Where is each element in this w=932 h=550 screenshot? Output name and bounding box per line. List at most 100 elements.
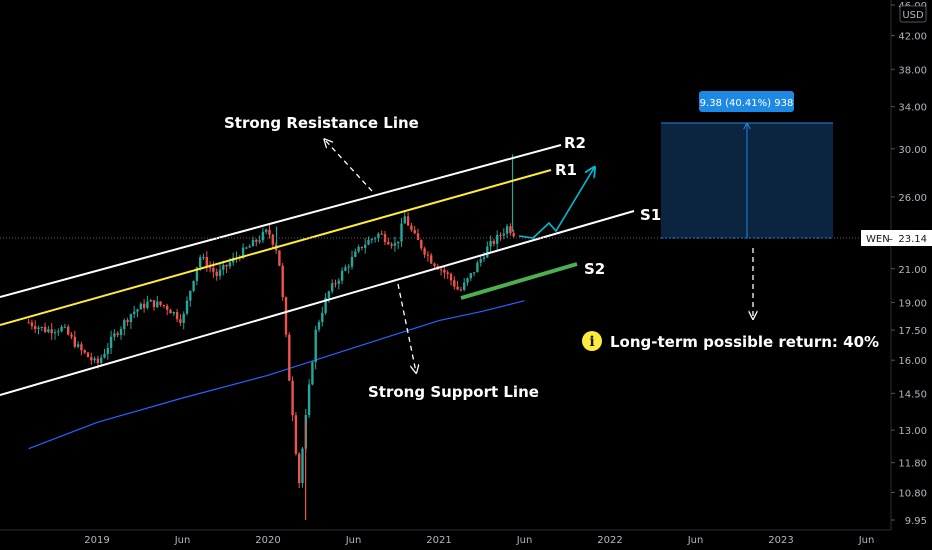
- channel-line-s1[interactable]: [0, 210, 635, 396]
- candle-body: [261, 231, 265, 241]
- candle-body: [370, 239, 373, 241]
- candle-body: [433, 263, 436, 266]
- candle-body: [172, 312, 175, 314]
- candle-body: [420, 240, 423, 249]
- symbol-label: WEN: [866, 234, 890, 245]
- candle-body: [251, 239, 255, 247]
- candle-body: [439, 269, 443, 271]
- candle-body: [126, 320, 129, 323]
- candle-body: [489, 240, 492, 247]
- projection-arrow[interactable]: [518, 168, 594, 239]
- last-price-tag[interactable]: WEN – 23.14: [861, 230, 932, 246]
- time-tick-label: 2023: [768, 535, 793, 546]
- support-annotation[interactable]: Strong Support Line: [368, 383, 539, 401]
- moving-average-line[interactable]: [28, 300, 525, 450]
- candle-body: [482, 257, 486, 259]
- candle-body: [96, 358, 100, 363]
- support-callout-arrow: [397, 283, 416, 372]
- candle-body: [354, 251, 357, 257]
- label-r2[interactable]: R2: [564, 134, 586, 152]
- candle-body: [377, 233, 380, 239]
- candle-body: [337, 280, 340, 284]
- candle-body: [60, 326, 63, 332]
- candle-body: [505, 226, 509, 234]
- candle-body: [63, 326, 67, 328]
- time-tick-label: Jun: [687, 535, 704, 546]
- label-r1[interactable]: R1: [555, 161, 577, 179]
- candlesticks[interactable]: [27, 154, 515, 520]
- candle-body: [496, 234, 499, 244]
- candle-body: [512, 233, 515, 237]
- time-axis[interactable]: 2019 Jun 2020 Jun 2021 Jun 2022 Jun 2023 Jun: [84, 535, 874, 546]
- candle-body: [248, 246, 251, 248]
- candle-body: [37, 327, 40, 329]
- channel-line-r2[interactable]: [0, 144, 562, 298]
- candle-body: [380, 233, 383, 235]
- candle-body: [410, 225, 413, 230]
- candle-body: [50, 329, 53, 334]
- candle-body: [70, 334, 73, 337]
- price-tick-label: 30.00: [898, 145, 927, 156]
- last-price-value: 23.14: [898, 234, 927, 245]
- measure-label-box: [699, 91, 794, 112]
- time-tick-label: 2020: [255, 535, 280, 546]
- candle-body: [152, 300, 156, 308]
- info-note[interactable]: i Long-term possible return: 40%: [582, 331, 879, 351]
- price-tick-label: 38.00: [898, 65, 927, 76]
- candle-body: [347, 266, 350, 268]
- candle-body: [387, 241, 390, 245]
- candle-body: [80, 344, 83, 351]
- candle-body: [469, 273, 472, 279]
- candle-body: [179, 319, 182, 323]
- candle-body: [331, 283, 334, 292]
- candle-body: [291, 380, 294, 416]
- candle-body: [113, 333, 116, 337]
- label-s1[interactable]: S1: [640, 206, 661, 224]
- price-tick-label: 26.00: [898, 193, 927, 204]
- candle-body: [139, 303, 142, 310]
- resistance-callout-arrow: [325, 140, 373, 192]
- candle-body: [228, 262, 232, 267]
- label-s2[interactable]: S2: [584, 260, 605, 278]
- price-range-measure[interactable]: 9.38 (40.41%) 938: [661, 91, 833, 239]
- candle-body: [449, 273, 453, 281]
- candle-body: [40, 327, 43, 329]
- candle-body: [271, 234, 274, 245]
- candle-body: [350, 256, 354, 267]
- price-tick-label: 17.50: [898, 326, 927, 337]
- resistance-line-r1[interactable]: [0, 169, 552, 326]
- candle-body: [86, 352, 90, 358]
- candle-body: [334, 283, 337, 285]
- currency-badge[interactable]: USD: [899, 5, 927, 23]
- candle-body: [430, 255, 433, 264]
- candle-body: [373, 238, 377, 240]
- candle-body: [208, 267, 212, 269]
- candle-body: [90, 357, 93, 361]
- candle-body: [357, 246, 360, 252]
- candle-body: [93, 358, 96, 361]
- candle-body: [321, 312, 324, 323]
- candle-body: [175, 312, 179, 320]
- price-tick-label: 21.00: [898, 265, 927, 276]
- price-tick-label: 13.00: [898, 426, 927, 437]
- candle-body: [149, 300, 152, 302]
- measure-label: 9.38 (40.41%) 938: [700, 98, 794, 109]
- candle-body: [109, 336, 113, 349]
- price-tick-label: 19.00: [898, 298, 927, 309]
- candle-body: [400, 223, 403, 242]
- candle-body: [100, 357, 103, 363]
- resistance-annotation[interactable]: Strong Resistance Line: [224, 114, 419, 132]
- candle-body: [364, 244, 367, 248]
- candle-body: [340, 270, 344, 281]
- candle-body: [123, 320, 126, 329]
- time-tick-label: Jun: [858, 535, 875, 546]
- candle-body: [106, 348, 109, 354]
- candle-body: [169, 309, 172, 314]
- candle-body: [314, 329, 317, 363]
- candle-body: [288, 334, 291, 381]
- candle-body: [476, 262, 479, 273]
- candle-body: [284, 297, 288, 335]
- support-line-s2[interactable]: [460, 262, 578, 300]
